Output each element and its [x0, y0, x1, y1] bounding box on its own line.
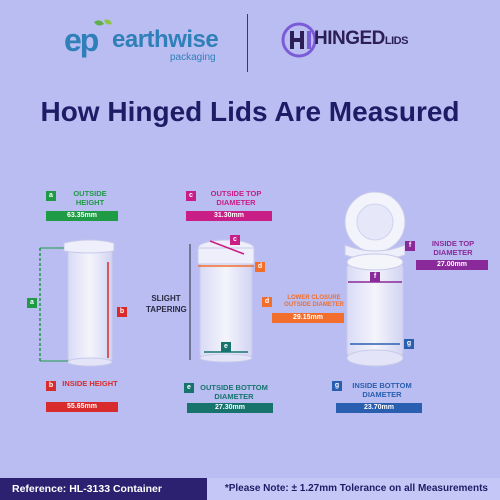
label-inside-top-diameter: INSIDE TOP DIAMETER	[431, 239, 475, 257]
value-outside-bottom-diameter: 27.30mm	[187, 403, 273, 413]
value-outside-height: 63.35mm	[46, 211, 118, 221]
hinged-word: HINGED	[314, 28, 385, 49]
value-lower-closure-outside-diameter: 29.15mm	[272, 313, 344, 323]
tag-e-on-art: e	[221, 342, 231, 352]
value-inside-top-diameter: 27.00mm	[416, 260, 488, 270]
label-outside-top-diameter: OUTSIDE TOP DIAMETER	[210, 189, 262, 207]
tag-e: e	[184, 383, 194, 393]
header-divider	[247, 14, 248, 72]
tag-a-on-art: a	[27, 298, 37, 308]
earthwise-leaf-logo-icon	[94, 19, 112, 26]
slight-tapering-label: SLIGHT TAPERING	[146, 294, 187, 314]
container-side-view	[39, 239, 115, 367]
hinged-lids-name: HINGEDLIDS	[314, 28, 408, 50]
tag-b-on-art: b	[117, 307, 127, 317]
value-outside-top-diameter: 31.30mm	[186, 211, 272, 221]
container-tapered-view	[189, 239, 255, 363]
header: ep earthwise packaging HINGEDLIDS	[0, 0, 500, 92]
label-outside-height: OUTSIDE HEIGHT	[73, 189, 107, 207]
page-title: How Hinged Lids Are Measured	[40, 96, 460, 127]
label-lower-closure-outside-diameter: LOWER CLOSURE OUTSIDE DIAMETER	[284, 295, 344, 308]
tag-c: c	[186, 191, 196, 201]
tag-g: g	[332, 381, 342, 391]
label-inside-bottom-diameter: INSIDE BOTTOM DIAMETER	[352, 381, 412, 399]
hinged-lids-logo-icon	[281, 22, 317, 58]
earthwise-mark: ep	[64, 22, 99, 58]
tag-g-on-art: g	[404, 339, 414, 349]
value-inside-height: 55.65mm	[46, 402, 118, 412]
container-open-lid-view	[344, 191, 406, 367]
tag-c-on-art: c	[230, 235, 240, 245]
label-inside-height: INSIDE HEIGHT	[62, 379, 118, 388]
tag-d-on-art: d	[255, 262, 265, 272]
footer: Reference: HL-3133 Container *Please Not…	[0, 478, 500, 500]
tag-d: d	[262, 297, 272, 307]
tag-b: b	[46, 381, 56, 391]
label-outside-bottom-diameter: OUTSIDE BOTTOM DIAMETER	[200, 383, 268, 401]
tag-f-on-art: f	[370, 272, 380, 282]
tag-a: a	[46, 191, 56, 201]
earthwise-name: earthwise	[112, 26, 219, 53]
tag-f: f	[405, 241, 415, 251]
value-inside-bottom-diameter: 23.70mm	[336, 403, 422, 413]
tolerance-note: *Please Note: ± 1.27mm Tolerance on all …	[224, 483, 488, 494]
lids-word: LIDS	[384, 35, 409, 47]
reference-label: Reference: HL-3133 Container	[0, 478, 207, 500]
earthwise-sub: packaging	[170, 52, 216, 63]
